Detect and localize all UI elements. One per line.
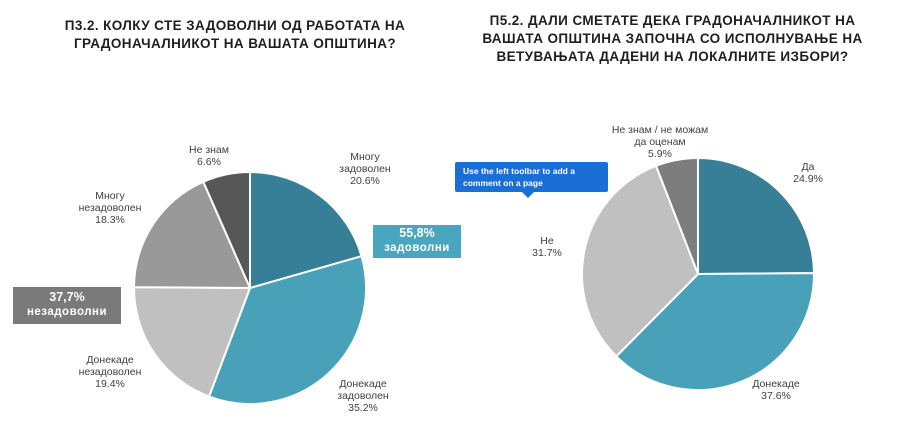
unsatisfied-callout-text: незадоволни	[26, 306, 108, 318]
pie1-label-1: Многу задоволен 20.6%	[339, 151, 391, 187]
pie2-label-3: Не 31.7%	[532, 235, 562, 259]
pie1-slice-1	[249, 170, 363, 290]
pie2-slice-2	[614, 272, 816, 391]
unsatisfied-callout: 37,7% незадоволни	[13, 287, 121, 324]
pie2-label-1: Да 24.9%	[793, 161, 823, 185]
pie1-label-2: Донекаде задоволен 35.2%	[337, 378, 389, 414]
pie2-labels: Да 24.9% Донекаде 37.6% Не 31.7% Не знам / не …	[532, 124, 823, 402]
pie2-slice-3	[581, 164, 700, 358]
satisfied-callout-text: задоволни	[384, 242, 450, 254]
unsatisfied-callout-value: 37,7%	[49, 290, 85, 304]
pie2-slice-1	[697, 156, 816, 276]
comment-tooltip[interactable]: Use the left toolbar to add a comment on…	[455, 162, 608, 192]
pie1-labels: Многу задоволен 20.6% Донекаде задоволен 35.2…	[79, 144, 391, 414]
chart1-title: П3.2. КОЛКУ СТЕ ЗАДОВОЛНИ ОД РАБОТАТА НА…	[64, 18, 406, 51]
pie2-label-2: Донекаде 37.6%	[752, 378, 799, 402]
pie-chart-promises	[581, 156, 816, 391]
pie1-label-3: Донекаде незадоволен 19.4%	[79, 354, 142, 390]
pie2-slice-4	[654, 156, 699, 275]
pie2-label-4: Не знам / не можам да оценам 5.9%	[612, 124, 708, 160]
satisfied-callout-value: 55,8%	[399, 226, 435, 240]
comment-tooltip-tail	[522, 192, 534, 198]
pie1-label-4: Многу незадоволен 18.3%	[79, 190, 142, 226]
pie1-slice-5	[201, 170, 251, 289]
satisfied-callout: 55,8% задоволни	[373, 225, 461, 258]
chart2-title: П5.2. ДАЛИ СМЕТАТЕ ДЕКА ГРАДОНАЧАЛНИКОТ …	[482, 13, 863, 64]
pie1-slice-4	[132, 180, 252, 290]
pie1-slice-3	[132, 286, 252, 398]
pie-chart-satisfaction	[132, 170, 367, 405]
pie1-label-5: Не знам 6.6%	[189, 144, 229, 168]
